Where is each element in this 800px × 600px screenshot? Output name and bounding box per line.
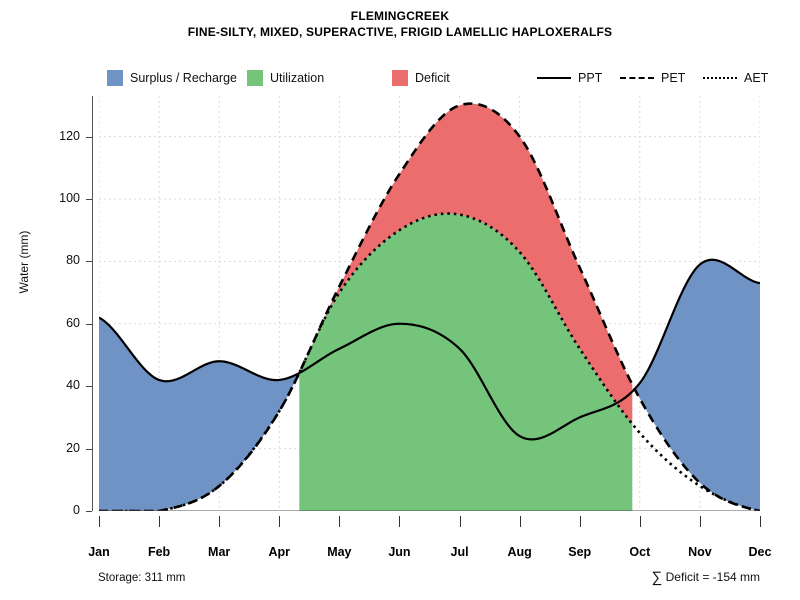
- legend-item-utilization[interactable]: Utilization: [247, 68, 324, 88]
- plot-area: [99, 96, 760, 511]
- x-tick-mark: [339, 516, 341, 527]
- y-tick-mark: [86, 136, 92, 138]
- x-tick-mark: [639, 516, 641, 527]
- deficit-annotation: ∑ Deficit = -154 mm: [651, 569, 760, 586]
- x-tick-label-may: May: [327, 545, 352, 559]
- y-tick-label: 100: [59, 190, 80, 205]
- series-line-ppt: [99, 258, 760, 441]
- legend-label-ppt: PPT: [578, 71, 603, 85]
- x-tick-mark: [579, 516, 581, 527]
- dotted-line-icon: [703, 71, 737, 85]
- x-tick-label-jan: Jan: [88, 545, 110, 559]
- legend-swatch-utilization: [247, 70, 263, 86]
- chart-title: FLEMINGCREEK FINE-SILTY, MIXED, SUPERACT…: [0, 8, 800, 40]
- x-tick-mark: [159, 516, 161, 527]
- x-tick-mark: [399, 516, 401, 527]
- x-tick-label-feb: Feb: [147, 545, 171, 559]
- x-tick-label-jun: Jun: [388, 545, 411, 559]
- y-tick-mark: [86, 511, 92, 512]
- band-deficit: [311, 103, 633, 425]
- y-tick-mark: [86, 198, 92, 200]
- legend-item-ppt[interactable]: PPT: [537, 68, 602, 88]
- chart-legend: Surplus / Recharge Utilization Deficit P…: [0, 68, 800, 88]
- legend-label-surplus: Surplus / Recharge: [130, 71, 238, 85]
- legend-item-pet[interactable]: PET: [620, 68, 685, 88]
- x-tick-mark: [760, 516, 761, 527]
- x-tick-label-nov: Nov: [688, 545, 712, 559]
- x-tick-label-aug: Aug: [507, 545, 532, 559]
- chart-title-line2: FINE-SILTY, MIXED, SUPERACTIVE, FRIGID L…: [187, 25, 613, 39]
- series-line-pet: [99, 102, 760, 511]
- dashed-line-icon: [620, 71, 654, 85]
- y-tick-label: 60: [66, 315, 80, 330]
- legend-item-aet[interactable]: AET: [703, 68, 768, 88]
- legend-label-utilization: Utilization: [270, 71, 325, 85]
- x-tick-mark: [699, 516, 701, 527]
- band-utilization: [299, 213, 633, 511]
- legend-label-aet: AET: [744, 71, 769, 85]
- solid-line-icon: [537, 71, 571, 85]
- x-tick-mark: [219, 516, 221, 527]
- x-tick-mark: [519, 516, 521, 527]
- y-tick-label: 80: [66, 253, 80, 268]
- chart-canvas: [99, 96, 760, 511]
- chart-title-line1: FLEMINGCREEK: [350, 9, 450, 23]
- legend-swatch-surplus: [107, 70, 123, 86]
- x-tick-label-apr: Apr: [268, 545, 291, 559]
- y-tick-mark: [86, 261, 92, 263]
- x-tick-label-jul: Jul: [450, 545, 469, 559]
- x-tick-label-dec: Dec: [748, 545, 772, 559]
- x-tick-label-sep: Sep: [568, 545, 592, 559]
- series-line-aet: [99, 212, 760, 511]
- y-tick-label: 0: [73, 503, 80, 517]
- sigma-icon: ∑: [651, 569, 663, 586]
- legend-item-surplus[interactable]: Surplus / Recharge: [107, 68, 237, 88]
- x-tick-label-mar: Mar: [208, 545, 231, 559]
- y-axis-title: Water (mm): [17, 230, 31, 294]
- y-tick-mark: [86, 323, 92, 325]
- x-tick-mark: [279, 516, 281, 527]
- x-tick-mark: [459, 516, 461, 527]
- y-tick-mark: [86, 386, 92, 388]
- y-axis-line: [92, 96, 93, 511]
- legend-label-pet: PET: [661, 71, 686, 85]
- y-tick-label: 20: [66, 440, 80, 455]
- legend-item-deficit[interactable]: Deficit: [392, 68, 450, 88]
- x-tick-label-oct: Oct: [629, 545, 651, 559]
- deficit-annotation-text: Deficit = -154 mm: [665, 570, 760, 584]
- band-surplus-recharge: [99, 259, 760, 511]
- y-tick-label: 40: [66, 378, 80, 393]
- legend-swatch-deficit: [392, 70, 408, 86]
- legend-label-deficit: Deficit: [415, 71, 450, 85]
- y-tick-mark: [86, 448, 92, 450]
- y-tick-label: 120: [59, 128, 80, 143]
- storage-annotation: Storage: 311 mm: [98, 572, 186, 584]
- x-tick-mark: [99, 516, 100, 527]
